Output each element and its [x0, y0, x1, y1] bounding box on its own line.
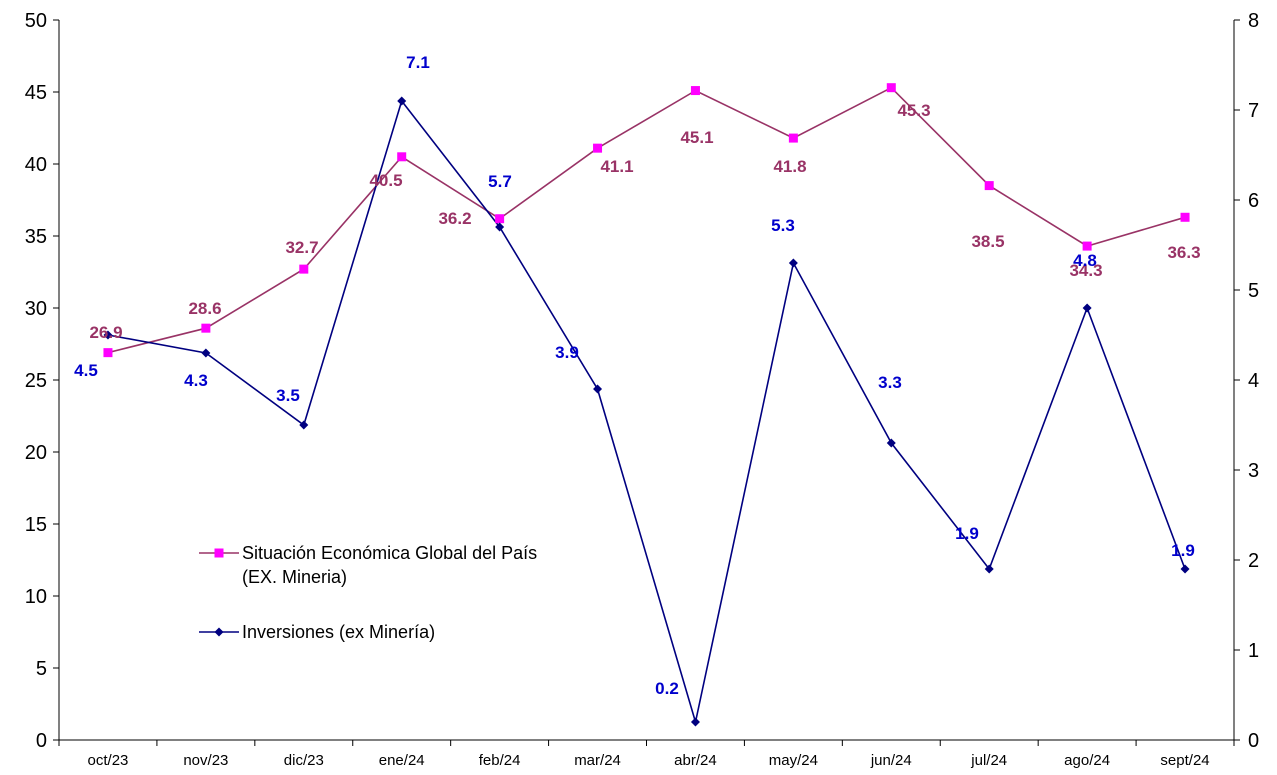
data-label-situacion-economica: 26.9 [89, 323, 122, 342]
series-line-situacion-economica [107, 86, 1186, 354]
data-label-inversiones: 1.9 [1171, 541, 1195, 560]
data-point-inversiones [690, 717, 700, 727]
data-point-inversiones [788, 258, 798, 268]
x-tick-label: sept/24 [1160, 752, 1209, 769]
y-right-tick-label: 1 [1248, 640, 1259, 662]
data-label-situacion-economica: 28.6 [188, 299, 221, 318]
x-tick-label: oct/23 [88, 752, 129, 769]
x-tick-label: mar/24 [574, 752, 621, 769]
data-label-situacion-economica: 41.8 [773, 157, 806, 176]
data-point-situacion-economica [299, 264, 309, 274]
data-point-inversiones [397, 96, 407, 106]
data-point-inversiones [201, 348, 211, 358]
y-left-tick-label: 0 [36, 730, 47, 752]
data-label-situacion-economica: 34.3 [1069, 261, 1102, 280]
legend-label-inversiones: Inversiones (ex Minería) [242, 622, 435, 642]
y-left-tick-label: 40 [25, 154, 47, 176]
data-label-situacion-economica: 36.3 [1167, 243, 1200, 262]
y-left-tick-label: 25 [25, 370, 47, 392]
x-tick-label: feb/24 [479, 752, 521, 769]
y-left-tick-label: 45 [25, 82, 47, 104]
legend-label-situacion-economica: Situación Económica Global del País [242, 543, 537, 563]
data-point-situacion-economica [984, 181, 994, 191]
data-point-situacion-economica [1082, 241, 1092, 251]
y-right-tick-label: 8 [1248, 10, 1259, 32]
data-label-inversiones: 0.2 [655, 679, 679, 698]
y-right-tick-label: 0 [1248, 730, 1259, 752]
y-left-tick-label: 30 [25, 298, 47, 320]
data-label-inversiones: 3.5 [276, 386, 300, 405]
x-tick-label: ene/24 [379, 752, 425, 769]
data-label-situacion-economica: 32.7 [285, 238, 318, 257]
data-label-inversiones: 5.7 [488, 172, 512, 191]
y-left-tick-label: 10 [25, 586, 47, 608]
x-tick-label: jul/24 [970, 752, 1007, 769]
data-point-situacion-economica [495, 214, 505, 224]
data-point-situacion-economica [397, 152, 407, 162]
y-right-tick-label: 7 [1248, 100, 1259, 122]
data-point-situacion-economica [886, 83, 896, 93]
y-right-tick-label: 3 [1248, 460, 1259, 482]
legend: Situación Económica Global del País (EX. … [199, 543, 537, 642]
series-line-inversiones [107, 99, 1186, 723]
data-label-inversiones: 5.3 [771, 216, 795, 235]
markers-group [103, 83, 1190, 727]
y-left-tick-label: 20 [25, 442, 47, 464]
data-label-inversiones: 3.9 [555, 343, 579, 362]
data-point-situacion-economica [788, 133, 798, 143]
data-label-situacion-economica: 45.3 [897, 101, 930, 120]
data-label-situacion-economica: 45.1 [680, 128, 713, 147]
data-point-situacion-economica [103, 348, 113, 358]
data-point-situacion-economica [1180, 212, 1190, 222]
data-point-situacion-economica [201, 323, 211, 333]
data-label-situacion-economica: 41.1 [600, 157, 633, 176]
data-point-inversiones [984, 564, 994, 574]
y-left-tick-label: 35 [25, 226, 47, 248]
y-left-tick-label: 50 [25, 10, 47, 32]
y-right-tick-label: 5 [1248, 280, 1259, 302]
legend-marker-situacion-economica [214, 548, 224, 558]
data-label-inversiones: 4.3 [184, 371, 208, 390]
x-tick-label: dic/23 [284, 752, 324, 769]
data-label-inversiones: 3.3 [878, 373, 902, 392]
y-left-tick-label: 5 [36, 658, 47, 680]
data-label-situacion-economica: 40.5 [369, 171, 402, 190]
data-point-inversiones [495, 222, 505, 232]
data-point-inversiones [1180, 564, 1190, 574]
series-lines-group [107, 86, 1186, 723]
data-labels-group: 26.9 28.6 32.7 40.5 36.2 41.1 45.1 41.8 45.3 38.5… [74, 53, 1200, 698]
data-label-situacion-economica: 36.2 [438, 209, 471, 228]
x-tick-label: nov/23 [183, 752, 228, 769]
data-point-inversiones [1082, 303, 1092, 313]
data-point-inversiones [103, 330, 113, 340]
data-point-inversiones [593, 384, 603, 394]
data-label-inversiones: 1.9 [955, 524, 979, 543]
y-left-tick-label: 15 [25, 514, 47, 536]
data-point-inversiones [886, 438, 896, 448]
data-label-inversiones: 7.1 [406, 53, 430, 72]
data-label-inversiones: 4.8 [1073, 251, 1097, 270]
legend-marker-inversiones [214, 627, 224, 637]
y-right-tick-label: 6 [1248, 190, 1259, 212]
x-tick-label: jun/24 [870, 752, 912, 769]
y-right-tick-label: 2 [1248, 550, 1259, 572]
y-right-tick-label: 4 [1248, 370, 1259, 392]
data-label-inversiones: 4.5 [74, 361, 98, 380]
x-tick-label: ago/24 [1064, 752, 1110, 769]
data-point-inversiones [299, 420, 309, 430]
data-point-situacion-economica [690, 86, 700, 96]
data-label-situacion-economica: 38.5 [971, 232, 1004, 251]
x-tick-label: may/24 [769, 752, 818, 769]
x-tick-label: abr/24 [674, 752, 717, 769]
data-point-situacion-economica [593, 143, 603, 153]
legend-label-situacion-economica: (EX. Mineria) [242, 567, 347, 587]
